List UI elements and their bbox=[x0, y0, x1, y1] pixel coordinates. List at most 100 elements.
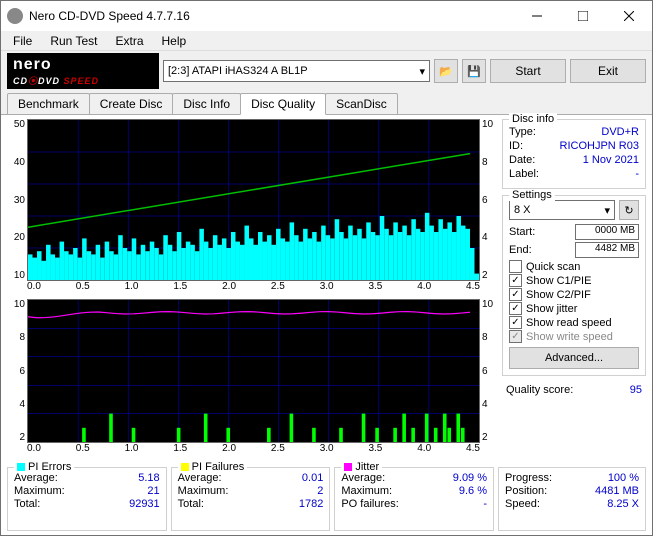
save-icon-button[interactable]: 💾 bbox=[462, 59, 486, 83]
drive-select-value: [2:3] ATAPI iHAS324 A BL1P bbox=[168, 65, 308, 77]
id-value: RICOHJPN R03 bbox=[560, 140, 639, 152]
pif-avg-label: Average: bbox=[178, 472, 222, 484]
jitter-label: Show jitter bbox=[526, 303, 577, 315]
minimize-button[interactable] bbox=[514, 1, 560, 31]
pie-max-label: Maximum: bbox=[14, 485, 65, 497]
c2-label: Show C2/PIF bbox=[526, 289, 591, 301]
tab-disc-quality[interactable]: Disc Quality bbox=[240, 93, 326, 115]
write-speed-checkbox: ✓ bbox=[509, 330, 522, 343]
menu-run-test[interactable]: Run Test bbox=[42, 32, 105, 50]
stats-bar: PI Errors Average:5.18 Maximum:21 Total:… bbox=[1, 465, 652, 535]
pif-color-swatch bbox=[181, 463, 189, 471]
app-icon bbox=[7, 8, 23, 24]
jitter-stats: Jitter Average:9.09 % Maximum:9.6 % PO f… bbox=[334, 467, 494, 531]
titlebar: Nero CD-DVD Speed 4.7.7.16 bbox=[1, 1, 652, 31]
chevron-down-icon: ▾ bbox=[419, 65, 425, 78]
position-label: Position: bbox=[505, 485, 547, 497]
menu-file[interactable]: File bbox=[5, 32, 40, 50]
pie-chart: 5040302010 108642 0.00.51.01.52.02.53.03… bbox=[5, 119, 498, 299]
exit-button[interactable]: Exit bbox=[570, 59, 646, 83]
charts-area: 5040302010 108642 0.00.51.01.52.02.53.03… bbox=[1, 115, 502, 465]
jitter-max-label: Maximum: bbox=[341, 485, 392, 497]
drive-select[interactable]: [2:3] ATAPI iHAS324 A BL1P ▾ bbox=[163, 60, 430, 82]
window-title: Nero CD-DVD Speed 4.7.7.16 bbox=[29, 9, 514, 23]
close-button[interactable] bbox=[606, 1, 652, 31]
type-value: DVD+R bbox=[601, 126, 639, 138]
pif-stats: PI Failures Average:0.01 Maximum:2 Total… bbox=[171, 467, 331, 531]
end-label: End: bbox=[509, 244, 532, 256]
pif-avg-value: 0.01 bbox=[302, 472, 323, 484]
tab-disc-info[interactable]: Disc Info bbox=[172, 93, 241, 114]
po-label: PO failures: bbox=[341, 498, 398, 510]
tab-benchmark[interactable]: Benchmark bbox=[7, 93, 90, 114]
quality-label: Quality score: bbox=[506, 384, 573, 396]
jitter-max-value: 9.6 % bbox=[459, 485, 487, 497]
app-window: Nero CD-DVD Speed 4.7.7.16 File Run Test… bbox=[0, 0, 653, 536]
read-speed-checkbox[interactable]: ✓ bbox=[509, 316, 522, 329]
pie-tot-label: Total: bbox=[14, 498, 40, 510]
tab-scandisc[interactable]: ScanDisc bbox=[325, 93, 398, 114]
date-value: 1 Nov 2021 bbox=[583, 154, 639, 166]
menubar: File Run Test Extra Help bbox=[1, 31, 652, 51]
tab-create-disc[interactable]: Create Disc bbox=[89, 93, 174, 114]
speed-value: 8.25 X bbox=[607, 498, 639, 510]
pie-avg-label: Average: bbox=[14, 472, 58, 484]
type-label: Type: bbox=[509, 126, 536, 138]
jitter-avg-value: 9.09 % bbox=[453, 472, 487, 484]
quality-value: 95 bbox=[630, 384, 642, 396]
open-icon-button[interactable]: 📂 bbox=[434, 59, 458, 83]
progress-label: Progress: bbox=[505, 472, 552, 484]
jitter-avg-label: Average: bbox=[341, 472, 385, 484]
quick-scan-label: Quick scan bbox=[526, 261, 580, 273]
pif-tot-label: Total: bbox=[178, 498, 204, 510]
tabbar: Benchmark Create Disc Disc Info Disc Qua… bbox=[1, 91, 652, 115]
progress-value: 100 % bbox=[608, 472, 639, 484]
label-label: Label: bbox=[509, 168, 539, 180]
end-input[interactable]: 4482 MB bbox=[575, 242, 639, 258]
pie-stats-title: PI Errors bbox=[28, 461, 71, 473]
maximize-button[interactable] bbox=[560, 1, 606, 31]
pif-max-value: 2 bbox=[317, 485, 323, 497]
pie-color-swatch bbox=[17, 463, 25, 471]
date-label: Date: bbox=[509, 154, 535, 166]
po-value: - bbox=[483, 498, 487, 510]
chevron-down-icon: ▾ bbox=[604, 204, 610, 217]
settings-title: Settings bbox=[509, 189, 555, 201]
pie-max-value: 21 bbox=[147, 485, 159, 497]
side-panel: Disc info Type: DVD+R ID: RICOHJPN R03 Dat… bbox=[502, 115, 652, 465]
speed-select[interactable]: 8 X ▾ bbox=[509, 200, 615, 220]
menu-help[interactable]: Help bbox=[154, 32, 195, 50]
c2-checkbox[interactable]: ✓ bbox=[509, 288, 522, 301]
pif-tot-value: 1782 bbox=[299, 498, 323, 510]
settings-group: Settings 8 X ▾ ↻ Start:0000 MB End:4482 … bbox=[502, 195, 646, 376]
speed-label: Speed: bbox=[505, 498, 540, 510]
c1-label: Show C1/PIE bbox=[526, 275, 591, 287]
content-area: 5040302010 108642 0.00.51.01.52.02.53.03… bbox=[1, 115, 652, 465]
c1-checkbox[interactable]: ✓ bbox=[509, 274, 522, 287]
refresh-button[interactable]: ↻ bbox=[619, 200, 639, 220]
advanced-button[interactable]: Advanced... bbox=[509, 347, 639, 369]
start-label: Start: bbox=[509, 226, 535, 238]
disc-info-title: Disc info bbox=[509, 113, 557, 125]
menu-extra[interactable]: Extra bbox=[107, 32, 151, 50]
disc-info-group: Disc info Type:DVD+R ID:RICOHJPN R03 Dat… bbox=[502, 119, 646, 189]
pif-max-label: Maximum: bbox=[178, 485, 229, 497]
label-value: - bbox=[635, 168, 639, 180]
pie-stats: PI Errors Average:5.18 Maximum:21 Total:… bbox=[7, 467, 167, 531]
pie-avg-value: 5.18 bbox=[138, 472, 159, 484]
progress-stats: Progress: 100 % Position: 4481 MB Speed: 8.… bbox=[498, 467, 646, 531]
jitter-stats-title: Jitter bbox=[355, 461, 379, 473]
jitter-color-swatch bbox=[344, 463, 352, 471]
quick-scan-checkbox[interactable] bbox=[509, 260, 522, 273]
nero-logo: nero CD⦿DVD SPEED bbox=[7, 53, 159, 89]
position-value: 4481 MB bbox=[595, 485, 639, 497]
speed-value: 8 X bbox=[514, 204, 531, 216]
pif-stats-title: PI Failures bbox=[192, 461, 245, 473]
start-button[interactable]: Start bbox=[490, 59, 566, 83]
id-label: ID: bbox=[509, 140, 523, 152]
write-speed-label: Show write speed bbox=[526, 331, 613, 343]
pie-tot-value: 92931 bbox=[129, 498, 160, 510]
pif-chart: 108642 108642 0.00.51.01.52.02.53.03.54.… bbox=[5, 299, 498, 461]
jitter-checkbox[interactable]: ✓ bbox=[509, 302, 522, 315]
start-input[interactable]: 0000 MB bbox=[575, 224, 639, 240]
